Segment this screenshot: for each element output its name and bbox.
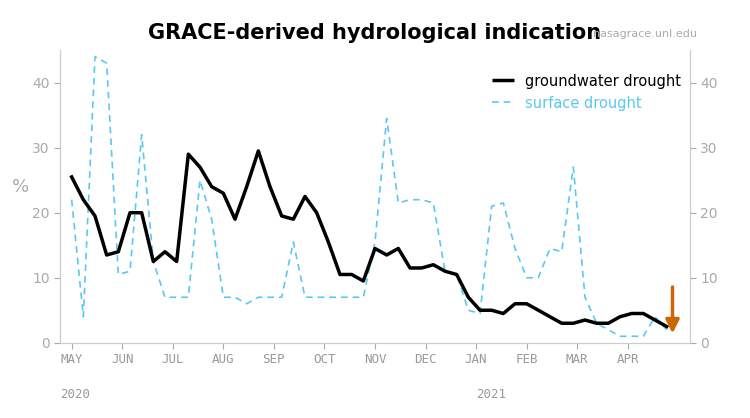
Text: 2020: 2020 [60, 388, 90, 401]
Y-axis label: %: % [12, 178, 29, 196]
Legend: groundwater drought, surface drought: groundwater drought, surface drought [486, 68, 687, 117]
Text: nasagrace.unl.edu: nasagrace.unl.edu [593, 29, 698, 39]
Text: 2021: 2021 [476, 388, 506, 401]
Title: GRACE-derived hydrological indication: GRACE-derived hydrological indication [148, 23, 602, 43]
